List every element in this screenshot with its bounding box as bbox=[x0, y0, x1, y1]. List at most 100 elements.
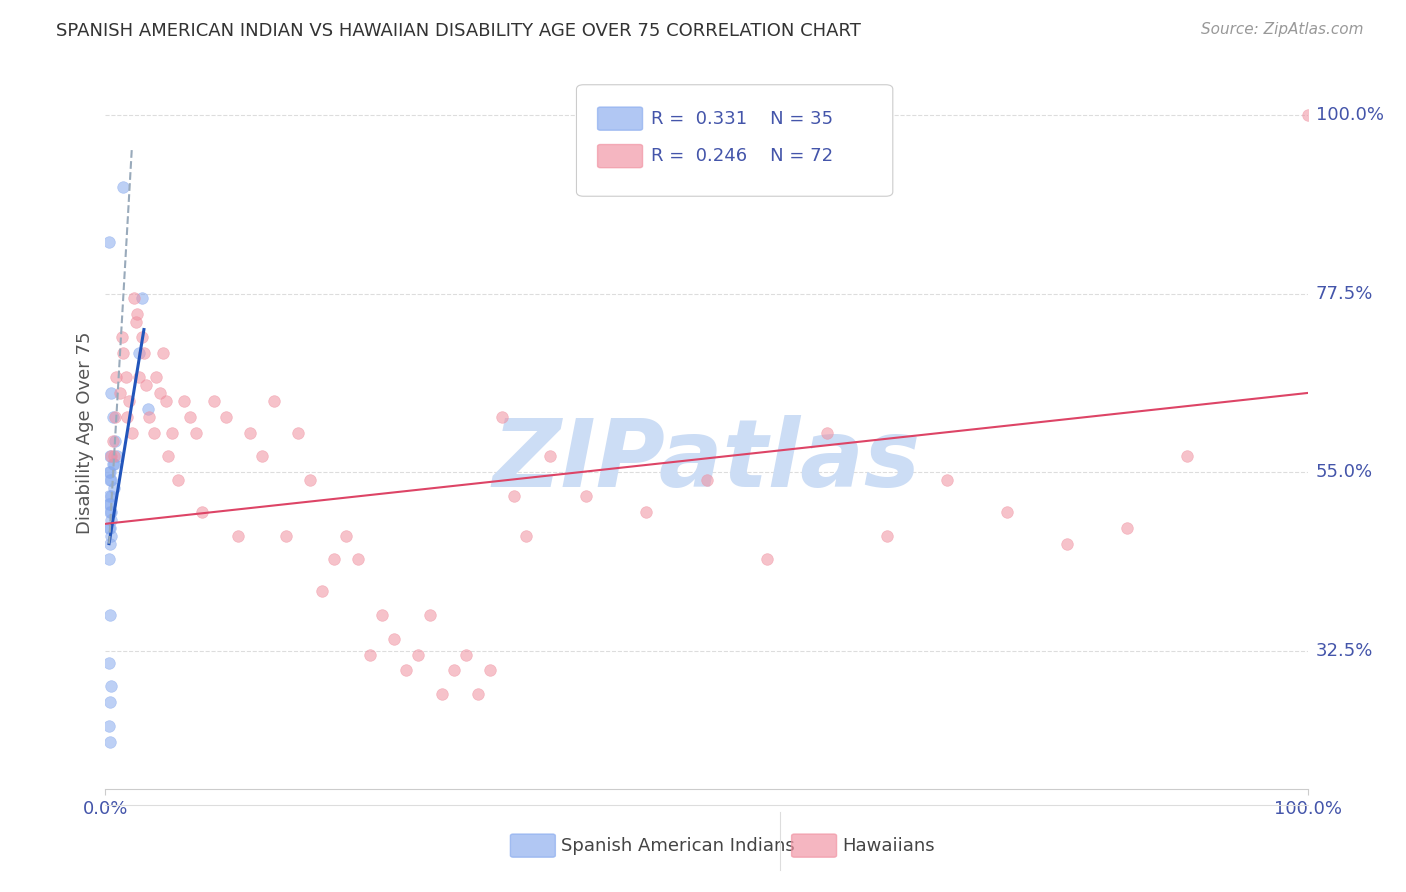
Text: Source: ZipAtlas.com: Source: ZipAtlas.com bbox=[1201, 22, 1364, 37]
Point bbox=[479, 664, 502, 678]
Point bbox=[101, 434, 124, 448]
Point bbox=[132, 346, 155, 360]
Point bbox=[98, 552, 121, 566]
Point bbox=[98, 521, 121, 535]
Point bbox=[115, 370, 138, 384]
Point bbox=[100, 529, 122, 543]
Point bbox=[443, 664, 465, 678]
Point bbox=[103, 458, 125, 472]
Point bbox=[108, 386, 131, 401]
Point bbox=[104, 434, 127, 448]
Point bbox=[98, 235, 121, 250]
Point bbox=[156, 450, 179, 464]
Point bbox=[142, 425, 165, 440]
Point bbox=[406, 648, 429, 662]
Point bbox=[430, 687, 453, 701]
Point bbox=[1296, 108, 1319, 122]
Point bbox=[98, 607, 121, 622]
Point bbox=[100, 450, 122, 464]
Point bbox=[100, 386, 122, 401]
Point bbox=[371, 607, 394, 622]
Point bbox=[190, 505, 212, 519]
Point bbox=[876, 529, 898, 543]
Point bbox=[112, 346, 135, 360]
Point bbox=[101, 458, 124, 472]
Point bbox=[135, 378, 157, 392]
Point bbox=[311, 584, 333, 599]
Text: 100.0%: 100.0% bbox=[1316, 106, 1384, 125]
Point bbox=[98, 695, 121, 709]
Point bbox=[98, 505, 121, 519]
Point bbox=[335, 529, 357, 543]
Point bbox=[118, 393, 141, 408]
Point bbox=[101, 409, 124, 424]
Point bbox=[347, 552, 370, 566]
Point bbox=[467, 687, 489, 701]
Text: R =  0.331    N = 35: R = 0.331 N = 35 bbox=[651, 110, 834, 128]
Point bbox=[148, 386, 170, 401]
Point bbox=[575, 489, 598, 503]
Text: R =  0.246    N = 72: R = 0.246 N = 72 bbox=[651, 147, 834, 165]
Point bbox=[98, 489, 121, 503]
Point bbox=[98, 735, 121, 749]
Point bbox=[503, 489, 526, 503]
Text: ZIPatlas: ZIPatlas bbox=[492, 415, 921, 508]
Point bbox=[104, 409, 127, 424]
Point bbox=[395, 664, 418, 678]
Point bbox=[145, 370, 167, 384]
Point bbox=[100, 473, 122, 487]
Point bbox=[815, 425, 838, 440]
Point bbox=[382, 632, 405, 646]
Point bbox=[136, 401, 159, 416]
Text: 55.0%: 55.0% bbox=[1316, 463, 1374, 482]
Point bbox=[359, 648, 381, 662]
Point bbox=[179, 409, 201, 424]
Point bbox=[696, 473, 718, 487]
Point bbox=[454, 648, 477, 662]
Point bbox=[298, 473, 321, 487]
Text: 77.5%: 77.5% bbox=[1316, 285, 1374, 303]
Point bbox=[184, 425, 207, 440]
Point bbox=[111, 330, 134, 344]
Point bbox=[419, 607, 441, 622]
Point bbox=[995, 505, 1018, 519]
Point bbox=[105, 370, 128, 384]
Point bbox=[239, 425, 262, 440]
Point bbox=[100, 513, 122, 527]
Point bbox=[100, 489, 122, 503]
Point bbox=[226, 529, 249, 543]
Point bbox=[515, 529, 537, 543]
Point bbox=[98, 465, 121, 479]
Text: Hawaiians: Hawaiians bbox=[842, 837, 935, 855]
Point bbox=[1116, 521, 1139, 535]
Point bbox=[98, 719, 121, 733]
Point bbox=[98, 497, 121, 511]
Text: Spanish American Indians: Spanish American Indians bbox=[561, 837, 794, 855]
Point bbox=[98, 473, 121, 487]
Point bbox=[322, 552, 344, 566]
Point bbox=[98, 656, 121, 670]
Point bbox=[491, 409, 513, 424]
Point bbox=[202, 393, 225, 408]
Point bbox=[936, 473, 959, 487]
Point bbox=[263, 393, 285, 408]
Point bbox=[98, 536, 121, 550]
Point bbox=[98, 450, 121, 464]
Point bbox=[107, 450, 129, 464]
Point bbox=[755, 552, 778, 566]
Point bbox=[98, 465, 121, 479]
Point bbox=[100, 505, 122, 519]
Point bbox=[166, 473, 188, 487]
Point bbox=[1056, 536, 1078, 550]
Y-axis label: Disability Age Over 75: Disability Age Over 75 bbox=[76, 331, 94, 534]
Point bbox=[1175, 450, 1198, 464]
Point bbox=[121, 425, 143, 440]
Text: SPANISH AMERICAN INDIAN VS HAWAIIAN DISABILITY AGE OVER 75 CORRELATION CHART: SPANISH AMERICAN INDIAN VS HAWAIIAN DISA… bbox=[56, 22, 860, 40]
Point bbox=[214, 409, 236, 424]
Point bbox=[103, 481, 125, 495]
Point bbox=[98, 497, 121, 511]
Point bbox=[131, 291, 153, 305]
Text: 32.5%: 32.5% bbox=[1316, 641, 1374, 660]
Point bbox=[287, 425, 309, 440]
Point bbox=[112, 179, 135, 194]
